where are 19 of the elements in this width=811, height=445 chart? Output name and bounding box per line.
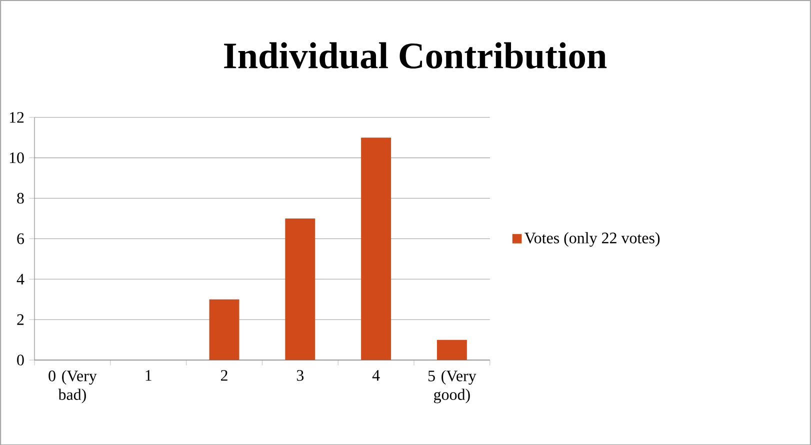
chart-title: Individual Contribution xyxy=(224,42,607,68)
y-tick-label: 0 xyxy=(17,354,24,366)
y-tick-label: 4 xyxy=(16,274,24,284)
legend-label: Votes (only 22 votes) xyxy=(524,232,660,246)
y-tick-label: 8 xyxy=(17,192,24,204)
x-tick-label: 4 xyxy=(372,370,380,380)
bar xyxy=(361,137,392,360)
x-tick-label: 0 (Very bad) xyxy=(48,370,97,403)
x-tick-label: 5 (Very good) xyxy=(428,370,476,404)
bar xyxy=(436,340,467,360)
x-tick-label: 3 xyxy=(296,370,304,381)
bar xyxy=(209,299,240,360)
y-tick-label: 10 xyxy=(10,152,24,163)
x-tick-label: 2 xyxy=(220,370,228,380)
y-tick-label: 2 xyxy=(17,314,24,325)
y-tick-label: 12 xyxy=(10,112,24,122)
bar xyxy=(285,218,316,360)
y-tick-label: 6 xyxy=(17,233,24,244)
x-tick-label: 1 xyxy=(146,370,152,380)
